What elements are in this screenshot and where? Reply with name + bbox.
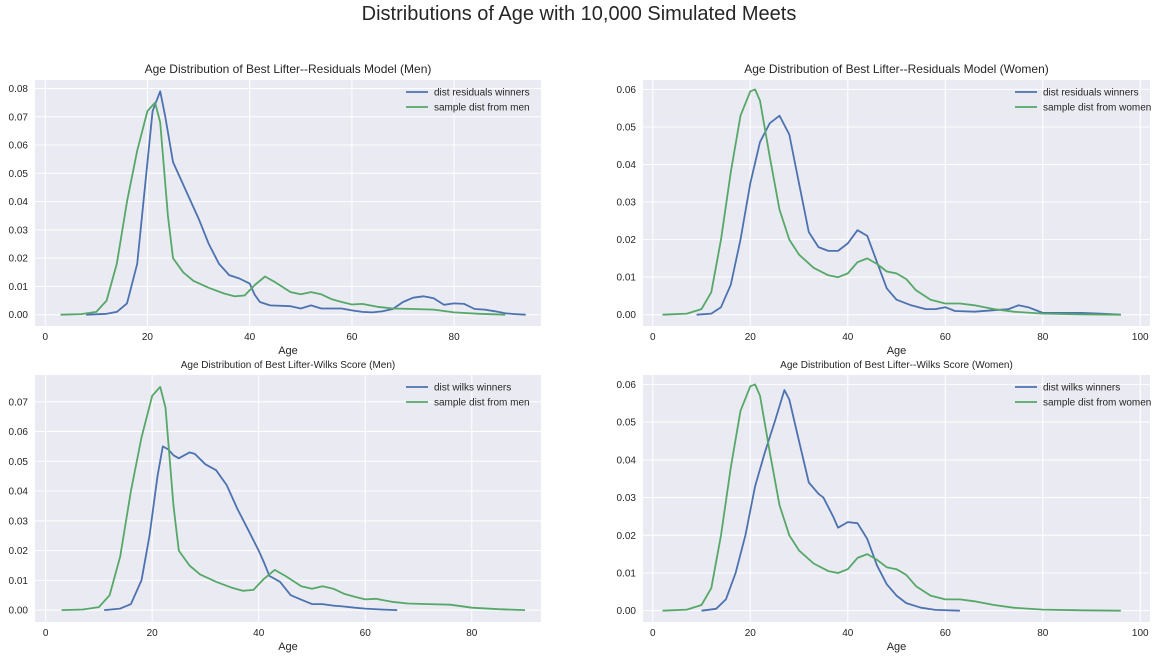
- series-line-sample-dist-from-women: [662, 88, 1121, 316]
- x-tick-label: 20: [142, 332, 154, 343]
- y-tick-label: 0.02: [9, 546, 29, 557]
- series-line-dist-wilks-winners: [701, 389, 960, 612]
- x-axis-label: Age: [886, 345, 907, 357]
- x-tick-label: 60: [346, 332, 358, 343]
- legend-label: sample dist from women: [1043, 398, 1151, 409]
- series-line-sample-dist-from-men: [61, 386, 526, 611]
- x-tick-label: 40: [253, 628, 265, 639]
- y-tick-label: 0.00: [9, 310, 29, 321]
- x-tick-label: 40: [842, 628, 854, 639]
- chart-title: Age Distribution of Best Lifter--Wilks S…: [780, 360, 1013, 371]
- series-line-dist-wilks-winners: [104, 445, 398, 611]
- x-tick-label: 0: [650, 628, 656, 639]
- y-tick-label: 0.02: [9, 254, 29, 265]
- y-tick-label: 0.02: [617, 235, 637, 246]
- y-tick-label: 0.00: [617, 606, 637, 617]
- x-tick-label: 100: [1132, 332, 1149, 343]
- y-tick-label: 0.05: [9, 169, 29, 180]
- y-tick-label: 0.04: [617, 455, 637, 466]
- chart-svg: 0 20 40 60 80 0.00 0.01 0.02 0.03 0.04 0.05 0.06 0.0…: [9, 375, 541, 639]
- y-tick-label: 0.00: [617, 310, 637, 321]
- chart-svg: 0 20 40 60 80 100 0.00 0.01 0.02 0.03 0.04 0.05 0.06…: [617, 80, 1151, 343]
- y-tick-label: 0.05: [9, 457, 29, 468]
- y-tick-label: 0.03: [9, 225, 29, 236]
- y-tick-label: 0.04: [9, 197, 29, 208]
- y-tick-label: 0.01: [617, 273, 637, 284]
- x-axis-label: Age: [886, 641, 907, 653]
- plot-area: 0 20 40 60 80 100 0.00 0.01 0.02 0.03 0.04 0.05 0.06…: [617, 80, 1151, 343]
- y-tick-label: 0.08: [9, 84, 29, 95]
- x-tick-label: 80: [466, 628, 478, 639]
- y-tick-label: 0.06: [9, 427, 29, 438]
- x-tick-label: 40: [842, 332, 854, 343]
- x-tick-label: 60: [940, 332, 952, 343]
- series-line-sample-dist-from-women: [662, 383, 1121, 612]
- series-line-sample-dist-from-men: [60, 101, 506, 316]
- x-tick-label: 60: [360, 628, 372, 639]
- x-tick-label: 100: [1132, 628, 1149, 639]
- legend-label: sample dist from women: [1043, 103, 1151, 114]
- x-tick-label: 80: [1037, 628, 1049, 639]
- x-tick-label: 80: [1037, 332, 1049, 343]
- y-tick-label: 0.03: [617, 198, 637, 209]
- figure-title: Distributions of Age with 10,000 Simulat…: [361, 3, 797, 25]
- chart-title: Age Distribution of Best Lifter--Residua…: [144, 62, 432, 76]
- y-tick-label: 0.01: [9, 576, 29, 587]
- y-tick-label: 0.03: [617, 493, 637, 504]
- chart-title: Age Distribution of Best Lifter--Residua…: [744, 62, 1049, 76]
- plot-area: 0 20 40 60 80 100 0.00 0.01 0.02 0.03 0.04 0.05 0.06…: [617, 375, 1151, 639]
- series-line-dist-residuals-winners: [86, 90, 526, 316]
- y-tick-label: 0.07: [9, 112, 29, 123]
- x-tick-label: 60: [940, 628, 952, 639]
- y-tick-label: 0.01: [617, 568, 637, 579]
- x-tick-label: 0: [43, 628, 49, 639]
- plot-area: 0 20 40 60 80 0.00 0.01 0.02 0.03 0.04 0.05 0.06 0.0…: [9, 375, 541, 639]
- x-tick-label: 20: [745, 628, 757, 639]
- chart-svg: 0 20 40 60 80 100 0.00 0.01 0.02 0.03 0.04 0.05 0.06…: [617, 375, 1151, 639]
- y-tick-label: 0.06: [617, 85, 637, 96]
- y-tick-label: 0.06: [9, 141, 29, 152]
- x-tick-label: 20: [147, 628, 159, 639]
- y-tick-label: 0.04: [617, 160, 637, 171]
- y-tick-label: 0.04: [9, 487, 29, 498]
- legend-label: dist wilks winners: [434, 383, 511, 394]
- x-tick-label: 20: [745, 332, 757, 343]
- y-tick-label: 0.03: [9, 516, 29, 527]
- y-tick-label: 0.02: [617, 531, 637, 542]
- legend-label: dist residuals winners: [434, 88, 530, 99]
- x-tick-label: 0: [42, 332, 48, 343]
- y-tick-label: 0.06: [617, 380, 637, 391]
- x-tick-label: 40: [244, 332, 256, 343]
- y-tick-label: 0.00: [9, 606, 29, 617]
- legend-label: sample dist from men: [434, 103, 530, 114]
- legend-label: dist residuals winners: [1043, 88, 1139, 99]
- y-tick-label: 0.01: [9, 282, 29, 293]
- y-tick-label: 0.05: [617, 122, 637, 133]
- chart-title: Age Distribution of Best Lifter-Wilks Sc…: [180, 360, 396, 371]
- legend-label: dist wilks winners: [1043, 383, 1120, 394]
- plot-area: 0 20 40 60 80 0.00 0.01 0.02 0.03 0.04 0.05 0.06 0.0…: [9, 80, 541, 343]
- legend-label: sample dist from men: [434, 398, 530, 409]
- y-tick-label: 0.07: [9, 397, 29, 408]
- y-tick-label: 0.05: [617, 418, 637, 429]
- series-line-dist-residuals-winners: [696, 114, 1121, 316]
- x-axis-label: Age: [278, 641, 298, 653]
- x-tick-label: 80: [449, 332, 461, 343]
- x-axis-label: Age: [278, 345, 298, 357]
- x-tick-label: 0: [650, 332, 656, 343]
- chart-svg: 0 20 40 60 80 0.00 0.01 0.02 0.03 0.04 0.05 0.06 0.0…: [9, 80, 541, 343]
